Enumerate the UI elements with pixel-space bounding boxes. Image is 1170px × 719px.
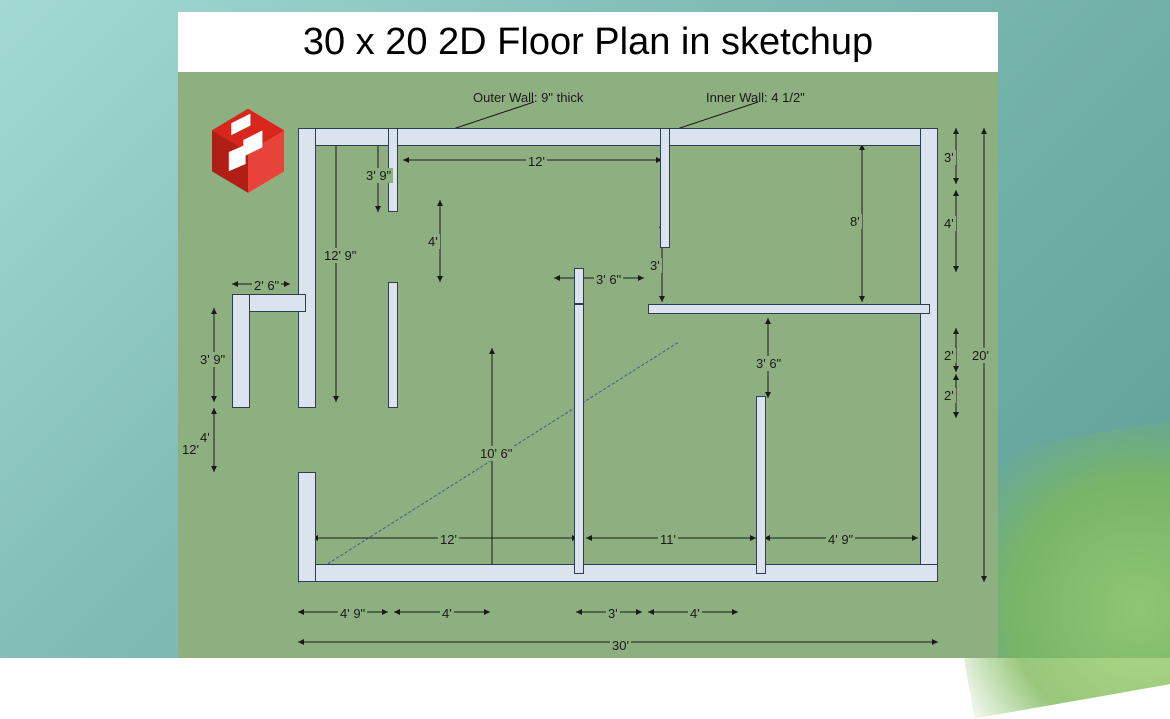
dim-inner-3-6v: 3' 6" [754,356,783,371]
dim-overall-height: 20' [970,348,991,363]
dim-bottom-4-9-r: 4' 9" [826,532,855,547]
dim-top-12: 12' [526,154,547,169]
dim-porch-3-9: 3' 9" [198,352,227,367]
wall-inner-top-vert [660,128,670,248]
dim-right-3: 3' [942,150,956,165]
dim-left-4: 4' [426,234,440,249]
dim-below-4-9: 4' 9" [338,606,367,621]
wall-inner-mid-horiz [648,304,930,314]
dim-left-12-9: 12' 9" [322,248,358,263]
dim-right-2b: 2' [942,388,956,403]
inner-wall-note: Inner Wall: 4 1/2" [706,90,805,105]
dim-bottom-12: 12' [438,532,459,547]
dim-below-3: 3' [606,606,620,621]
wall-porch-left [232,294,250,408]
dim-right-4: 4' [942,216,956,231]
dim-below-4: 4' [440,606,454,621]
dim-overall-width: 30' [610,638,631,653]
wall-outer-right [920,128,938,582]
page-title: 30 x 20 2D Floor Plan in sketchup [303,21,873,64]
title-bar: 30 x 20 2D Floor Plan in sketchup [178,12,998,72]
dim-right-2a: 2' [942,348,956,363]
dim-below-4b: 4' [688,606,702,621]
dim-porch-12: 12' [180,442,201,457]
dim-porch-2-6: 2' 6" [252,278,281,293]
dim-inner-3: 3' [648,258,662,273]
wall-inner-mid-left-v [574,304,584,574]
wall-inner-entry-stub [388,282,398,408]
outer-wall-note: Outer Wall: 9" thick [473,90,583,105]
wall-inner-right-vert [756,396,766,574]
wall-inner-mid-stub [574,268,584,304]
dim-right-8: 8' [848,214,862,229]
dim-bottom-11: 11' [658,532,678,547]
wall-outer-bottom [298,564,938,582]
dim-mid-3-6: 3' 6" [594,272,623,287]
sketchup-logo-icon [188,80,308,200]
dim-center-10-6: 10' 6" [478,446,514,461]
wall-outer-left-lower [298,472,316,582]
dim-left-3-9: 3' 9" [364,168,393,183]
